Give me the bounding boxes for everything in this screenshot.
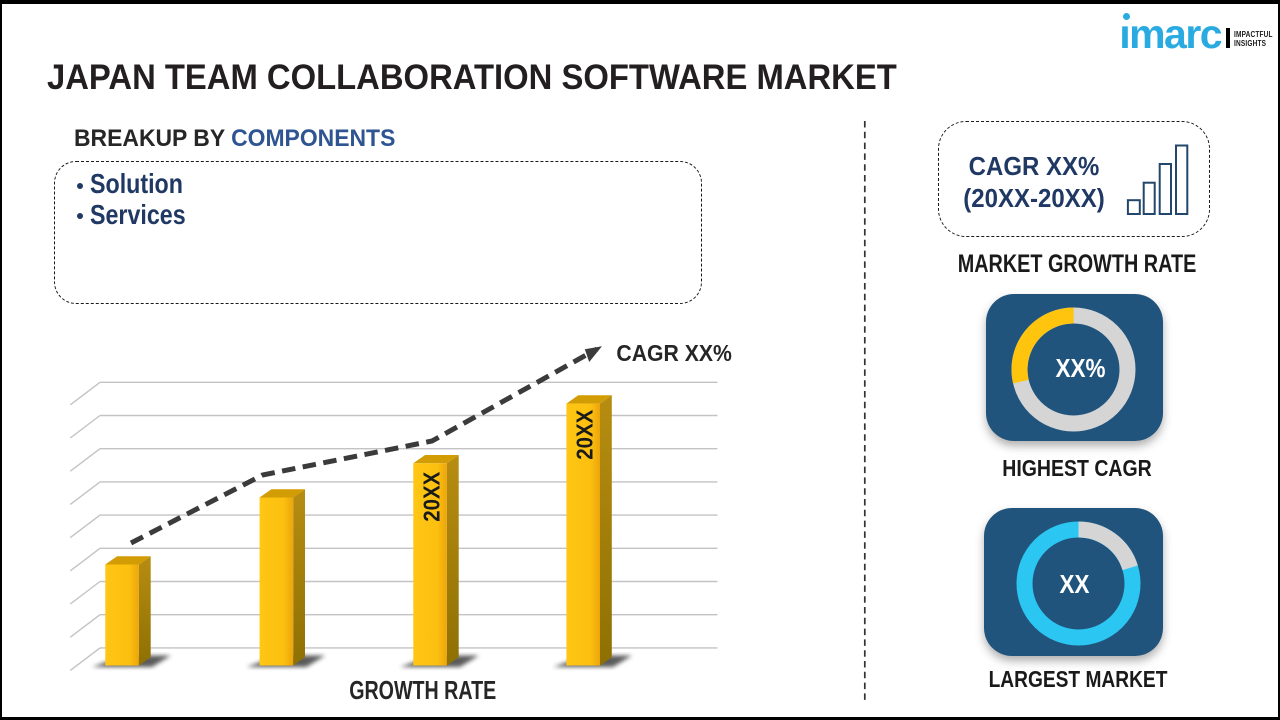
- svg-text:GROWTH RATE: GROWTH RATE: [349, 675, 496, 705]
- svg-text:20XX: 20XX: [419, 471, 445, 522]
- svg-text:20XX: 20XX: [572, 409, 598, 460]
- svg-text:CAGR XX%: CAGR XX%: [616, 340, 732, 366]
